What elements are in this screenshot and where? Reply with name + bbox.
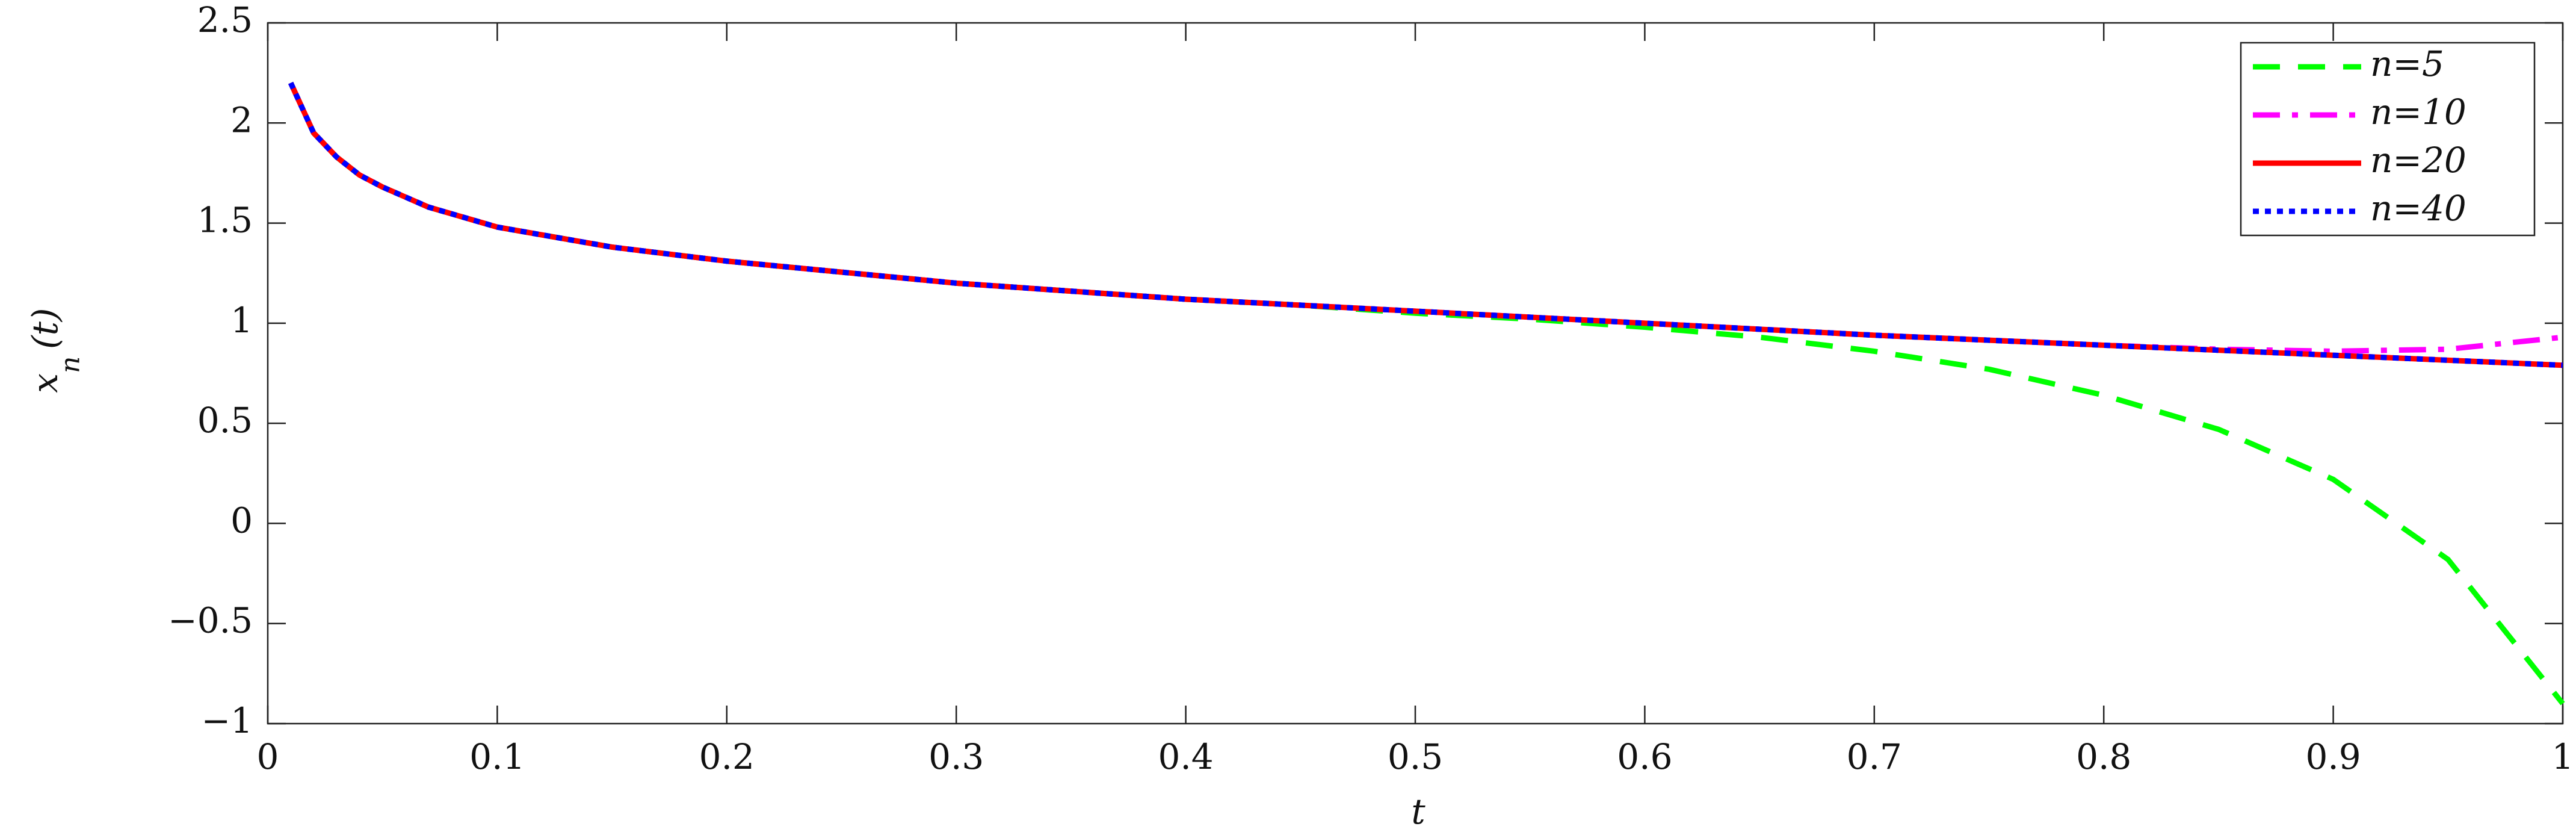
legend-label: n=20 bbox=[2370, 140, 2466, 181]
x-tick-label: 0 bbox=[257, 736, 279, 777]
y-tick-label: 2 bbox=[230, 99, 253, 140]
x-tick-label: 0.4 bbox=[1158, 736, 1213, 777]
y-tick-label: −1 bbox=[202, 700, 253, 741]
series-line bbox=[288, 81, 2563, 368]
legend-label: n=5 bbox=[2370, 43, 2444, 84]
y-label-base: x bbox=[25, 373, 66, 393]
y-tick-label: 2.5 bbox=[197, 0, 253, 40]
legend-box bbox=[2240, 42, 2536, 237]
legend: n=5 n=10 n=20 n=40 bbox=[2240, 42, 2536, 237]
x-tick-label: 0.6 bbox=[1617, 736, 1672, 777]
x-axis-label: t bbox=[1411, 791, 1425, 832]
y-axis-label: x n (t) bbox=[25, 308, 85, 393]
plot-frame bbox=[267, 22, 2564, 725]
x-tick-label: 0.3 bbox=[928, 736, 984, 777]
y-label-sub: n bbox=[55, 356, 86, 373]
y-tick-label: −0.5 bbox=[168, 600, 253, 641]
legend-label: n=40 bbox=[2370, 188, 2466, 229]
y-label-rest: (t) bbox=[25, 308, 66, 349]
y-tick-label: 1.5 bbox=[197, 200, 253, 241]
x-tick-label: 1 bbox=[2552, 736, 2574, 777]
x-tick-label: 0.9 bbox=[2305, 736, 2361, 777]
x-tick-label: 0.5 bbox=[1388, 736, 1443, 777]
x-tick-label: 0.7 bbox=[1847, 736, 1902, 777]
y-tick-label: 1 bbox=[230, 300, 253, 341]
legend-label: n=10 bbox=[2370, 92, 2466, 132]
y-tick-label: 0.5 bbox=[197, 400, 253, 441]
x-tick-label: 0.1 bbox=[469, 736, 525, 777]
y-tick-label: 0 bbox=[230, 500, 253, 541]
series-line bbox=[288, 81, 2565, 706]
x-tick-label: 0.2 bbox=[699, 736, 755, 777]
series-line bbox=[288, 81, 2563, 368]
x-tick-label: 0.8 bbox=[2076, 736, 2131, 777]
